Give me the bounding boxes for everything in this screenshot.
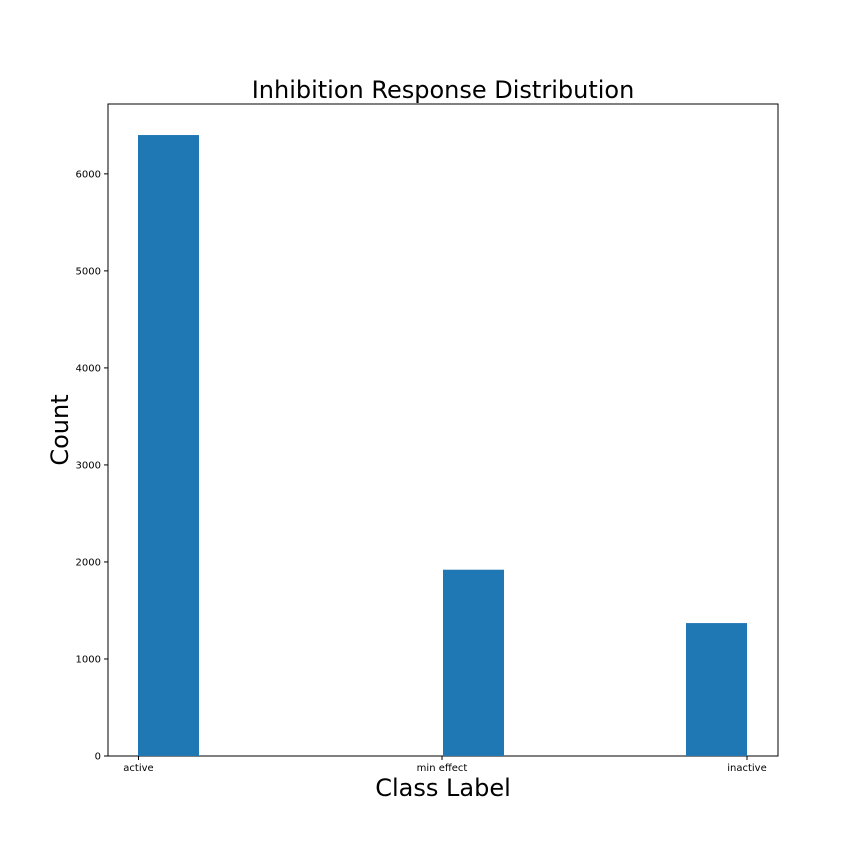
y-tick-label: 4000	[76, 363, 101, 374]
x-tick-label: active	[123, 763, 153, 774]
chart-title: Inhibition Response Distribution	[252, 76, 635, 104]
y-tick-label: 2000	[76, 557, 101, 568]
y-tick-label: 3000	[76, 460, 101, 471]
y-tick-label: 5000	[76, 266, 101, 277]
y-axis-ticks: 0 1000 2000 3000 4000 5000 6000	[76, 169, 108, 763]
y-axis-label: Count	[46, 394, 74, 465]
y-tick-label: 1000	[76, 654, 101, 665]
y-tick-label: 0	[95, 752, 101, 763]
bar-min-effect	[443, 569, 504, 756]
bars-group	[138, 135, 747, 757]
x-tick-label: inactive	[727, 763, 767, 774]
x-axis-ticks: active min effect inactive	[123, 756, 767, 774]
x-axis-label: Class Label	[375, 774, 511, 802]
x-tick-label: min effect	[417, 763, 468, 774]
y-tick-label: 6000	[76, 169, 101, 180]
bar-active	[138, 135, 199, 757]
bar-inactive	[686, 623, 747, 756]
